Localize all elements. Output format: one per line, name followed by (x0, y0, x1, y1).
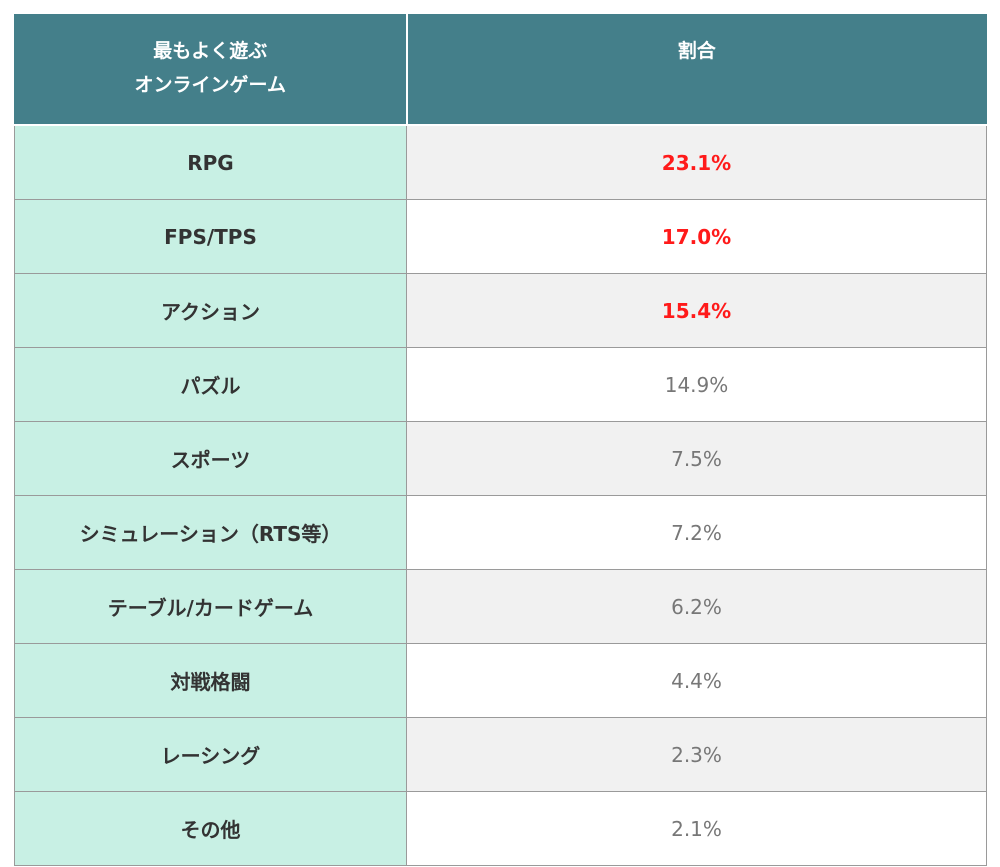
table-row: その他 2.1% (14, 791, 987, 866)
genre-cell: 対戦格闘 (14, 643, 407, 718)
header-genre-line1: 最もよく遊ぶ (153, 40, 268, 62)
share-cell: 15.4% (406, 273, 987, 348)
share-cell: 2.1% (406, 791, 987, 866)
table-row: FPS/TPS 17.0% (14, 199, 987, 274)
share-cell: 6.2% (406, 569, 987, 644)
genre-cell: レーシング (14, 717, 407, 792)
genre-cell: パズル (14, 347, 407, 422)
genre-cell: アクション (14, 273, 407, 348)
share-cell: 7.2% (406, 495, 987, 570)
share-cell: 23.1% (406, 124, 987, 200)
share-cell: 7.5% (406, 421, 987, 496)
table-row: スポーツ 7.5% (14, 421, 987, 496)
header-genre-line2: オンラインゲーム (134, 74, 286, 96)
share-cell: 14.9% (406, 347, 987, 422)
table-row: 対戦格闘 4.4% (14, 643, 987, 718)
genre-cell: テーブル/カードゲーム (14, 569, 407, 644)
share-cell: 17.0% (406, 199, 987, 274)
genre-cell: シミュレーション（RTS等） (14, 495, 407, 570)
share-cell: 4.4% (406, 643, 987, 718)
header-genre: 最もよく遊ぶ オンラインゲーム (14, 12, 408, 126)
genre-cell: RPG (14, 124, 407, 200)
genre-share-table-container: 最もよく遊ぶ オンラインゲーム 割合 RPG 23.1% FPS/TPS 17.… (14, 12, 987, 866)
genre-cell: スポーツ (14, 421, 407, 496)
table-row: レーシング 2.3% (14, 717, 987, 792)
header-share: 割合 (406, 12, 987, 126)
table-row: シミュレーション（RTS等） 7.2% (14, 495, 987, 570)
table-row: テーブル/カードゲーム 6.2% (14, 569, 987, 644)
table-header-row: 最もよく遊ぶ オンラインゲーム 割合 (14, 12, 987, 126)
genre-cell: FPS/TPS (14, 199, 407, 274)
table-row: パズル 14.9% (14, 347, 987, 422)
share-cell: 2.3% (406, 717, 987, 792)
table-row: RPG 23.1% (14, 124, 987, 200)
genre-cell: その他 (14, 791, 407, 866)
genre-share-table: 最もよく遊ぶ オンラインゲーム 割合 RPG 23.1% FPS/TPS 17.… (14, 12, 987, 866)
table-row: アクション 15.4% (14, 273, 987, 348)
